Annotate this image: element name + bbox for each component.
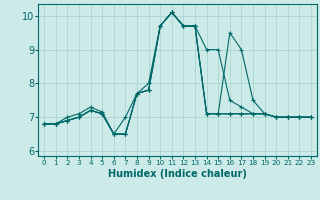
X-axis label: Humidex (Indice chaleur): Humidex (Indice chaleur) (108, 169, 247, 179)
